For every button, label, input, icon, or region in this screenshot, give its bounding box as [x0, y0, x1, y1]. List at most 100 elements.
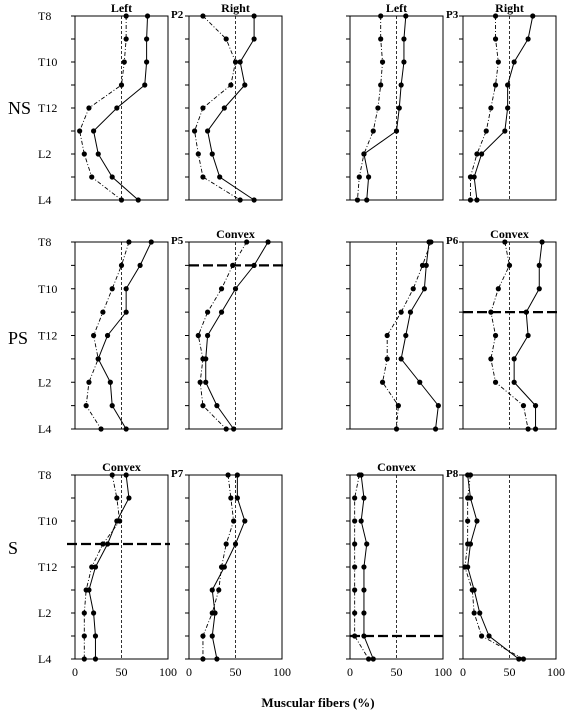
data-point-solid [536, 286, 542, 292]
panel-tag: P8 [446, 468, 459, 480]
data-point-dashed [520, 656, 527, 662]
x-tick-label: 50 [504, 665, 516, 679]
data-point-dashed [200, 633, 206, 639]
data-point-solid [532, 403, 539, 409]
data-point-solid [242, 82, 248, 88]
data-point-dashed [378, 36, 384, 42]
data-point-solid [361, 495, 367, 501]
data-point-dashed [223, 36, 229, 42]
data-point-dashed [352, 495, 358, 501]
data-point-solid [91, 610, 97, 616]
data-point-dashed [378, 13, 384, 19]
data-point-solid [366, 174, 372, 180]
x-axis-title: Muscular fibers (%) [261, 695, 374, 710]
data-point-dashed [109, 286, 115, 292]
data-point-solid [511, 59, 517, 65]
y-tick-label: L2 [38, 606, 51, 620]
data-point-dashed [228, 82, 234, 88]
data-point-solid [135, 197, 141, 203]
data-point-solid [471, 174, 477, 180]
data-point-dashed [419, 262, 426, 268]
data-point-solid [123, 426, 129, 432]
data-point-dashed [225, 472, 231, 478]
data-point-dashed [89, 174, 95, 180]
data-point-solid [474, 197, 480, 203]
data-point-dashed [352, 610, 358, 616]
data-point-dashed [195, 332, 201, 339]
y-tick-label: T10 [38, 514, 57, 528]
data-point-solid [203, 356, 209, 362]
data-point-dashed [232, 59, 239, 65]
data-point-solid [144, 59, 150, 65]
data-point-solid [104, 332, 111, 339]
data-point-dashed [195, 151, 201, 157]
data-point-solid [361, 151, 367, 157]
data-point-solid [364, 197, 370, 203]
data-point-dashed [352, 633, 358, 639]
series-line-dashed [202, 474, 235, 659]
data-point-solid [203, 379, 209, 385]
data-point-solid [86, 587, 92, 593]
data-point-dashed [109, 472, 115, 478]
data-point-solid [123, 309, 129, 315]
y-tick-label: L2 [38, 147, 51, 161]
data-point-dashed [200, 105, 206, 111]
data-point-solid [251, 36, 257, 42]
data-point-dashed [223, 541, 229, 547]
data-point-dashed [354, 197, 361, 203]
data-point-dashed [81, 633, 87, 639]
data-point-dashed [118, 197, 125, 203]
data-point-dashed [200, 174, 206, 180]
series-line-solid [211, 475, 246, 660]
data-point-solid [209, 633, 215, 639]
data-point-dashed [218, 286, 225, 292]
data-point-dashed [384, 356, 390, 362]
data-point-solid [505, 82, 511, 88]
panel: Convex [185, 227, 284, 432]
series-line-solid [205, 241, 269, 430]
data-point-solid [421, 286, 427, 292]
data-point-dashed [100, 541, 106, 547]
data-point-solid [516, 656, 522, 662]
data-point-solid [505, 105, 511, 111]
data-point-dashed [86, 379, 92, 385]
data-point-solid [532, 426, 539, 432]
y-tick-label: T12 [38, 560, 57, 574]
row-labels: NS PS S [8, 98, 31, 558]
data-point-dashed [123, 13, 129, 19]
data-point-solid [467, 541, 474, 547]
data-point-solid [212, 610, 218, 616]
panel-title: Left [111, 1, 132, 15]
y-tick-label: T8 [38, 468, 51, 482]
data-point-dashed [81, 151, 87, 157]
panel: Left P3 [346, 1, 459, 203]
y-tick-label: L4 [38, 193, 51, 207]
data-point-solid [398, 356, 404, 362]
row-label: NS [8, 98, 31, 118]
data-point-dashed [86, 105, 92, 111]
x-tick-label: 100 [159, 665, 177, 679]
data-point-dashed [352, 518, 358, 524]
data-point-solid [123, 472, 129, 478]
data-point-solid [265, 239, 271, 245]
panel-title: Right [221, 1, 250, 15]
data-point-dashed [488, 309, 494, 315]
data-point-solid [471, 587, 477, 593]
data-point-solid [92, 633, 99, 639]
data-point-dashed [370, 128, 376, 134]
panel: Convex [459, 227, 558, 432]
y-tick-label: T10 [38, 55, 57, 69]
panel: T8 T10 T12 L2 L4 P5 [38, 235, 184, 436]
data-point-solid [95, 151, 101, 157]
x-tick-label: 100 [547, 665, 565, 679]
data-point-dashed [467, 174, 474, 180]
data-point-solid [398, 82, 404, 88]
data-point-dashed [121, 59, 127, 65]
data-point-solid [396, 105, 402, 111]
data-point-solid [486, 633, 492, 639]
data-point-solid [536, 262, 542, 268]
data-point-dashed [492, 82, 499, 88]
data-point-solid [114, 105, 120, 111]
